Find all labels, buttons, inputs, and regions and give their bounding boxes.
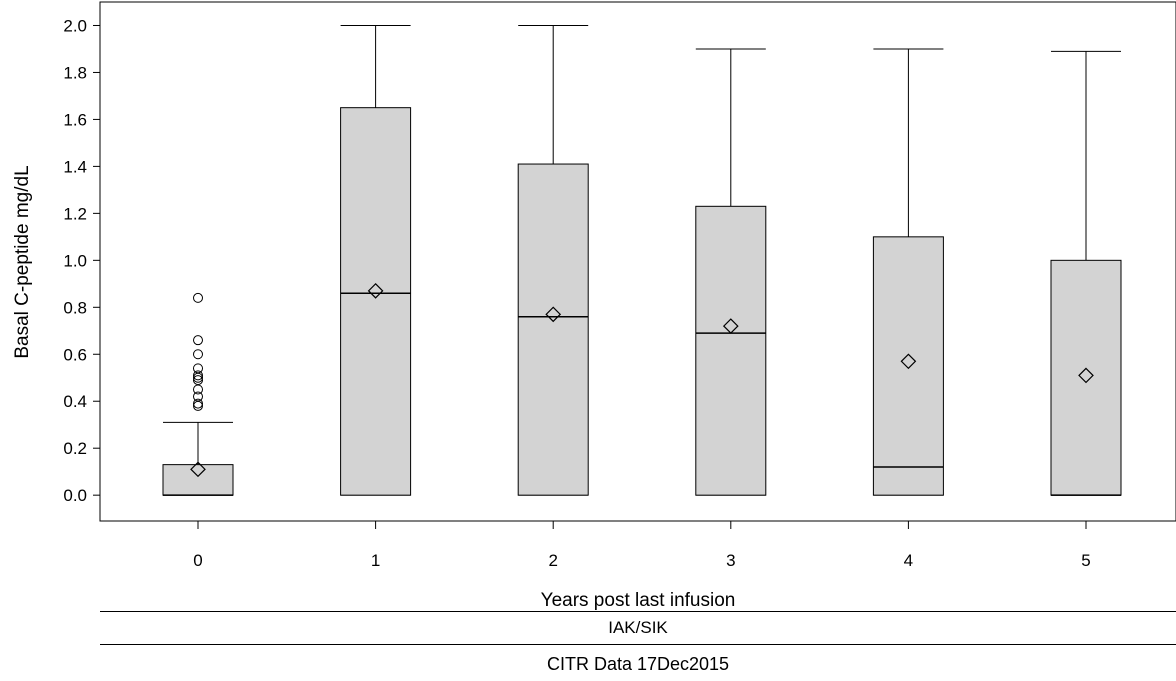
outlier-point <box>193 370 203 381</box>
footnote: CITR Data 17Dec2015 <box>546 654 730 674</box>
outlier-point <box>193 335 203 346</box>
outlier-point <box>193 400 203 411</box>
box-iqr <box>162 464 234 496</box>
y-tick-label: 1.2 <box>63 204 87 223</box>
box-iqr <box>1050 259 1122 496</box>
group-label: IAK/SIK <box>608 618 668 637</box>
y-tick-label: 0.6 <box>63 345 87 364</box>
box-iqr <box>872 236 944 496</box>
y-tick-label: 2.0 <box>63 16 87 35</box>
x-tick-label: 1 <box>371 551 380 570</box>
outlier-point <box>193 391 203 402</box>
outlier-point <box>193 384 203 395</box>
box-group-4 <box>872 48 944 496</box>
box-group-1 <box>340 24 412 496</box>
x-tick-label: 5 <box>1081 551 1090 570</box>
mean-marker <box>190 461 206 478</box>
outlier-point <box>193 398 203 409</box>
mean-marker <box>1078 367 1094 384</box>
y-tick-label: 1.4 <box>63 157 87 176</box>
y-tick-label: 0.8 <box>63 298 87 317</box>
outlier-point <box>193 292 203 303</box>
x-tick-label: 4 <box>904 551 913 570</box>
y-tick-label: 0.0 <box>63 486 87 505</box>
mean-marker <box>367 283 384 299</box>
x-tick-label: 3 <box>726 551 735 570</box>
mean-marker <box>722 318 739 334</box>
x-tick-label: 2 <box>548 551 557 570</box>
outlier-point <box>193 363 203 374</box>
box-group-5 <box>1050 50 1122 496</box>
y-axis-title: Basal C-peptide mg/dL <box>12 165 33 358</box>
outlier-point <box>193 349 203 360</box>
y-tick-label: 1.0 <box>63 251 87 270</box>
x-axis-title: Years post last infusion <box>541 590 736 611</box>
mean-marker <box>900 353 917 370</box>
outlier-point <box>193 372 203 383</box>
box-group-0 <box>162 292 234 496</box>
boxes <box>162 24 1122 496</box>
y-tick-label: 0.4 <box>63 392 87 411</box>
y-tick-label: 1.8 <box>63 63 87 82</box>
x-axis: 0 1 2 3 4 5 <box>193 521 1091 570</box>
box-plot-chart: 0.0 0.2 0.4 0.6 0.8 1.0 1.2 1.4 1.6 1.8 2.0 0 1 2 3 4 5… <box>12 1 1176 611</box>
y-tick-label: 0.2 <box>63 439 87 458</box>
group-band: IAK/SIK <box>100 611 1176 645</box>
box-iqr <box>517 163 589 496</box>
y-axis: 0.0 0.2 0.4 0.6 0.8 1.0 1.2 1.4 1.6 1.8 2.0 <box>63 16 100 505</box>
box-iqr <box>340 107 412 496</box>
x-tick-label: 0 <box>193 551 202 570</box>
box-group-3 <box>695 48 767 496</box>
plot-frame <box>99 1 1176 522</box>
box-group-2 <box>517 24 589 496</box>
y-tick-label: 1.6 <box>63 110 87 129</box>
box-iqr <box>695 205 767 496</box>
mean-marker <box>545 306 562 323</box>
